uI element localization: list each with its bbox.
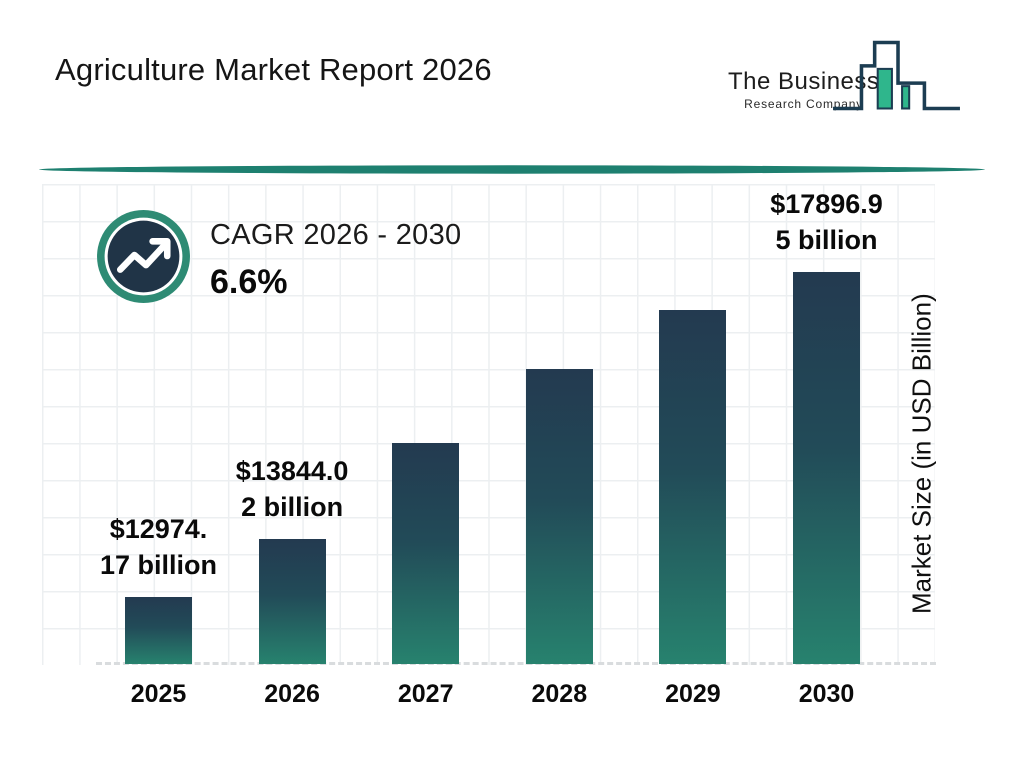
- company-logo-text: The Business Research Company: [728, 68, 880, 111]
- chart-gridlines: [42, 184, 935, 665]
- bar-2030: [793, 272, 860, 664]
- x-tick-2026: 2026: [264, 680, 320, 708]
- bar-2029: [659, 310, 727, 664]
- cagr-value: 6.6%: [210, 263, 288, 301]
- x-tick-2028: 2028: [531, 680, 588, 708]
- bar-2027: [392, 443, 460, 664]
- x-tick-2030: 2030: [798, 680, 855, 708]
- value-label-2026: $13844.0 2 billion: [235, 456, 349, 522]
- x-tick-2025: 2025: [130, 680, 187, 708]
- bar-2028: [525, 369, 593, 664]
- header-divider: [38, 162, 986, 174]
- bar-chart-skyline-icon: [831, 40, 963, 117]
- company-logo: The Business Research Company: [728, 40, 992, 120]
- logo-subname: Research Company: [744, 97, 863, 111]
- x-axis-baseline: [96, 662, 936, 665]
- value-label-2025: $12974. 17 billion: [99, 514, 218, 580]
- page-title: Agriculture Market Report 2026: [55, 52, 492, 87]
- x-tick-2029: 2029: [665, 680, 721, 708]
- bar-2025: [125, 597, 192, 664]
- cagr-period-label: CAGR 2026 - 2030: [210, 219, 462, 251]
- bar-2026: [258, 539, 326, 664]
- value-label-2030: $17896.9 5 billion: [770, 189, 883, 255]
- x-tick-2027: 2027: [397, 680, 454, 708]
- trending-up-icon: [95, 208, 192, 305]
- y-axis-label: Market Size (in USD Billion): [906, 293, 937, 615]
- logo-name: The Business: [728, 68, 880, 95]
